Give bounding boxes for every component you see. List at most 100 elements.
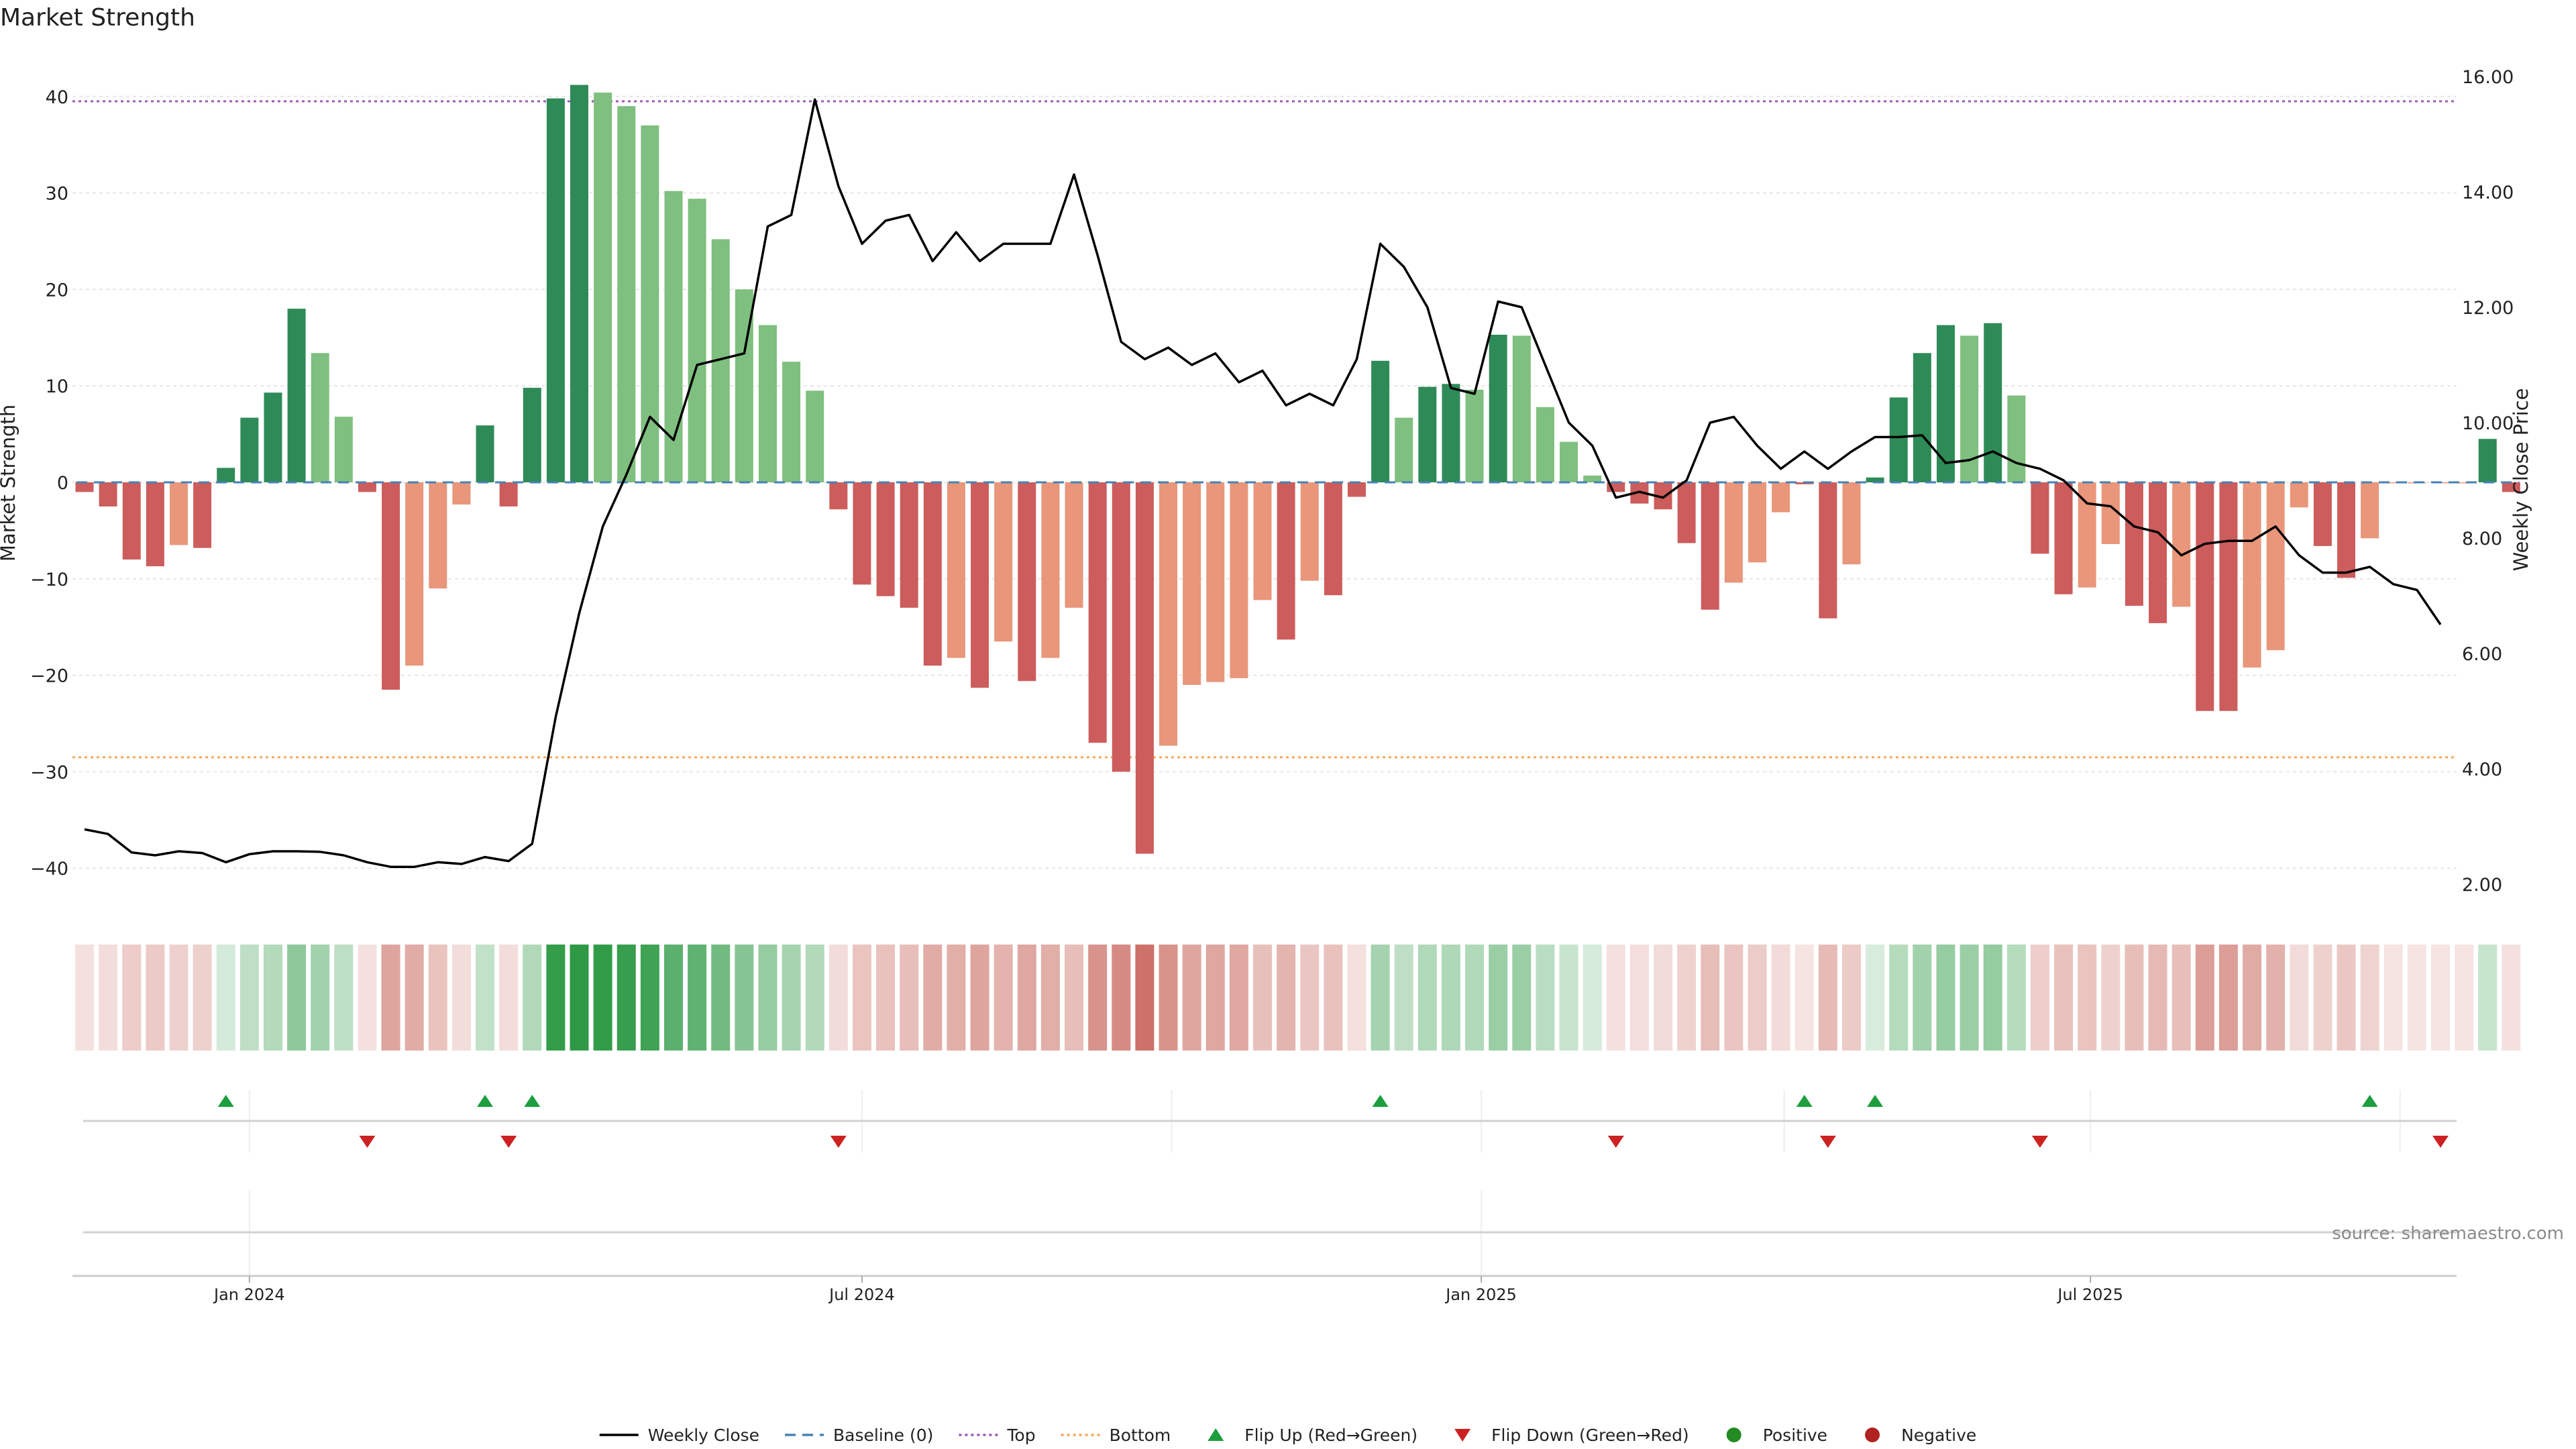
strength-bar: [829, 482, 848, 510]
heat-cell: [1300, 945, 1320, 1051]
strength-bar: [2054, 482, 2073, 594]
strength-bar: [523, 388, 541, 482]
flip-down-marker: [1819, 1136, 1836, 1148]
heat-cell: [1371, 945, 1390, 1051]
sign-dot-panel: [83, 1191, 2457, 1275]
strength-bar: [1819, 482, 1837, 619]
heat-cell: [782, 945, 801, 1051]
left-tick-label: −10: [30, 570, 68, 590]
date-tick-label: Jul 2024: [828, 1285, 895, 1304]
legend-label: Baseline (0): [833, 1426, 933, 1445]
strength-bar: [1489, 334, 1507, 482]
heat-cell: [1017, 945, 1036, 1051]
strength-bar: [1159, 482, 1178, 746]
flip-down-marker: [359, 1136, 376, 1148]
flip-up-marker: [1867, 1095, 1884, 1107]
strength-bar: [688, 199, 706, 482]
strength-bar: [1088, 482, 1107, 743]
strength-bar: [1018, 482, 1036, 682]
strength-bar: [99, 482, 117, 506]
strength-bar: [1230, 482, 1248, 678]
heat-cell: [2125, 945, 2144, 1051]
heat-cell: [2431, 945, 2450, 1051]
heat-cell: [1182, 945, 1201, 1051]
legend-item-price: Weekly Close: [599, 1426, 759, 1445]
chart-title: Market Strength: [0, 4, 195, 32]
flip-down-marker: [1607, 1136, 1624, 1148]
strength-bar: [1772, 482, 1790, 513]
heat-cell: [1629, 945, 1649, 1051]
left-tick-label: 20: [46, 280, 68, 301]
heat-cell: [570, 945, 589, 1051]
strength-bar: [570, 85, 589, 482]
strength-bar: [1724, 482, 1743, 583]
strength-heat-strip: [75, 945, 2521, 1051]
weekly-close-line: [84, 98, 2442, 868]
strength-bar: [1512, 335, 1531, 482]
strength-bar: [1347, 482, 1366, 497]
left-tick-label: −20: [30, 666, 68, 687]
strength-bar: [311, 353, 329, 482]
right-tick-label: 10.00: [2462, 413, 2514, 434]
heat-cell: [75, 945, 94, 1051]
heat-cell: [1205, 945, 1225, 1051]
legend-swatch: [1865, 1428, 1880, 1442]
strength-bar: [1677, 482, 1696, 543]
heat-cell: [1936, 945, 1955, 1051]
strength-bar: [217, 468, 235, 482]
heat-cell: [2478, 945, 2498, 1051]
right-tick-label: 16.00: [2462, 67, 2514, 88]
strength-bar: [382, 482, 400, 690]
heat-cell: [1677, 945, 1697, 1051]
date-axis-ticks: Jan 2024 Jul 2024 Jan 2025 Jul 2025: [213, 1276, 2123, 1304]
right-axis-label: Weekly Close Price: [2510, 388, 2532, 572]
heat-cell: [1960, 945, 1979, 1051]
heat-cell: [1536, 945, 1555, 1051]
right-tick-label: 12.00: [2462, 298, 2514, 319]
strength-bar: [1583, 475, 1602, 482]
heat-cell: [1818, 945, 1837, 1051]
legend-item-negative: Negative: [1865, 1426, 1976, 1445]
strength-bar: [806, 390, 824, 482]
strength-bar: [1465, 389, 1484, 482]
right-tick-label: 4.00: [2462, 759, 2502, 780]
date-tick-label: Jan 2025: [1444, 1285, 1517, 1304]
legend-label: Flip Down (Green→Red): [1491, 1426, 1689, 1445]
heat-cell: [1441, 945, 1460, 1051]
heat-cell: [1794, 945, 1814, 1051]
legend-item-top: Top: [959, 1426, 1036, 1445]
heat-cell: [2030, 945, 2049, 1051]
left-tick-label: −30: [30, 762, 68, 783]
strength-bar: [2125, 482, 2143, 606]
left-axis-label: Market Strength: [0, 405, 19, 561]
heat-cell: [1654, 945, 1673, 1051]
strength-bar: [947, 482, 965, 658]
heat-cell: [2054, 945, 2074, 1051]
heat-cell: [2101, 945, 2121, 1051]
strength-bar: [2243, 482, 2261, 668]
heat-cell: [2218, 945, 2238, 1051]
legend-swatch: [1208, 1428, 1224, 1441]
legend-item-baseline: Baseline (0): [785, 1426, 933, 1445]
heat-cell: [970, 945, 989, 1051]
heat-cell: [2006, 945, 2026, 1051]
heat-cell: [852, 945, 871, 1051]
strength-bar: [2149, 482, 2167, 623]
heat-cell: [900, 945, 919, 1051]
heat-cell: [523, 945, 542, 1051]
strength-bar: [853, 482, 871, 585]
left-tick-label: −40: [30, 859, 68, 879]
heat-cell: [311, 945, 330, 1051]
left-axis-ticks: −40 −30 −20 −10 0 10 20 30 40: [30, 87, 68, 879]
heat-cell: [805, 945, 824, 1051]
right-tick-label: 14.00: [2462, 182, 2514, 203]
heat-cell: [1159, 945, 1178, 1051]
heat-cell: [664, 945, 683, 1051]
strength-bar: [1418, 386, 1437, 482]
strength-bar: [122, 482, 141, 560]
date-tick-label: Jan 2024: [213, 1285, 285, 1304]
strength-bar: [1300, 482, 1319, 581]
heat-cell: [1582, 945, 1602, 1051]
heat-cell: [593, 945, 612, 1051]
